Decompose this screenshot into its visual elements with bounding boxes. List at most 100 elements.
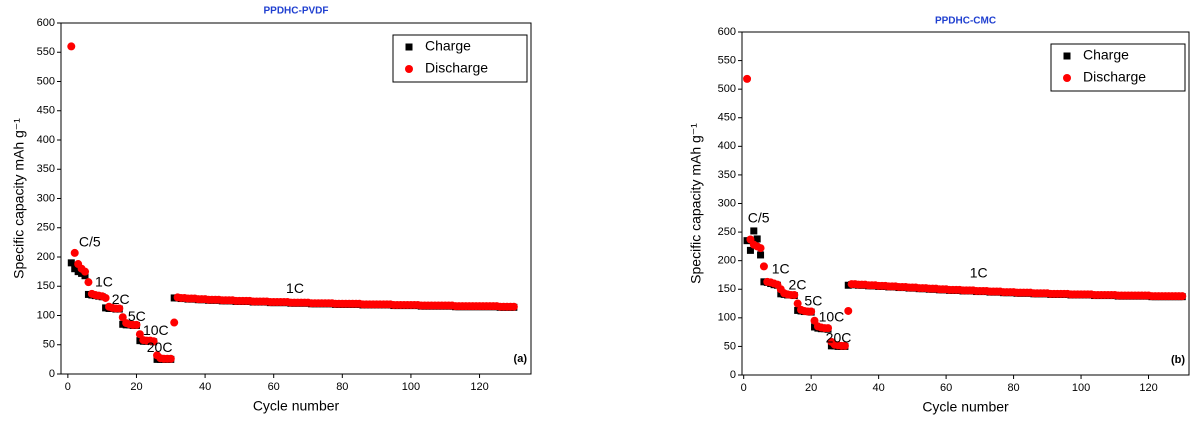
marker <box>759 262 768 271</box>
marker <box>1178 292 1187 301</box>
annotation: 5C <box>804 293 822 309</box>
x-tick-label: 0 <box>741 382 747 394</box>
annotation: 20C <box>826 330 852 346</box>
marker <box>149 337 158 346</box>
y-tick-label: 50 <box>724 340 736 352</box>
marker <box>824 324 833 333</box>
series <box>743 74 1187 350</box>
annotation: 20C <box>147 339 173 355</box>
y-tick-label: 250 <box>37 222 55 234</box>
legend-marker <box>1063 52 1071 60</box>
x-axis-label: Cycle number <box>922 399 1009 415</box>
chart-title: PPDHC-PVDF <box>263 6 328 17</box>
x-tick-label: 100 <box>402 381 420 393</box>
annotation: C/5 <box>79 234 101 250</box>
y-tick-label: 100 <box>37 309 55 321</box>
marker <box>118 313 127 322</box>
panel-label: (a) <box>514 353 528 365</box>
marker <box>844 306 853 315</box>
y-tick-label: 600 <box>718 26 736 38</box>
x-tick-label: 120 <box>470 381 488 393</box>
y-tick-label: 350 <box>37 163 55 175</box>
marker <box>743 74 752 83</box>
annotation: 5C <box>128 308 146 324</box>
marker <box>67 42 76 51</box>
marker <box>84 278 93 287</box>
marker <box>746 246 754 254</box>
chart-title: PPDHC-CMC <box>935 16 996 27</box>
marker <box>807 307 816 316</box>
y-tick-label: 0 <box>49 368 55 380</box>
x-tick-label: 100 <box>1072 382 1090 394</box>
annotation: 1C <box>95 273 113 289</box>
marker <box>793 299 802 308</box>
marker <box>81 272 89 280</box>
legend-marker <box>405 65 413 73</box>
y-tick-label: 550 <box>718 54 736 66</box>
marker <box>509 302 518 311</box>
y-tick-label: 350 <box>718 169 736 181</box>
marker <box>750 227 758 235</box>
x-tick-label: 0 <box>65 381 71 393</box>
marker <box>115 304 124 313</box>
legend-marker <box>1063 74 1071 82</box>
panel-label: (b) <box>1171 354 1185 366</box>
marker <box>790 290 799 299</box>
y-axis-label: Specific capacity mAh g⁻¹ <box>688 123 704 284</box>
x-axis-label: Cycle number <box>253 398 340 414</box>
annotation: 1C <box>772 261 790 277</box>
x-tick-label: 120 <box>1139 382 1157 394</box>
annotation: 2C <box>112 291 130 307</box>
marker <box>67 259 75 267</box>
x-tick-label: 60 <box>268 381 280 393</box>
marker <box>132 320 141 329</box>
y-tick-label: 200 <box>37 251 55 263</box>
marker <box>70 248 79 257</box>
x-tick-label: 40 <box>199 381 211 393</box>
marker <box>757 251 765 259</box>
annotation: 1C <box>286 280 304 296</box>
y-tick-label: 450 <box>37 105 55 117</box>
y-tick-label: 300 <box>37 192 55 204</box>
y-axis-label: Specific capacity mAh g⁻¹ <box>11 118 27 279</box>
y-tick-label: 250 <box>718 226 736 238</box>
marker <box>135 330 144 339</box>
marker <box>756 244 765 253</box>
legend-box <box>1050 43 1186 92</box>
x-tick-label: 80 <box>1007 382 1019 394</box>
annotation: 10C <box>819 309 845 325</box>
y-tick-label: 100 <box>718 312 736 324</box>
marker <box>840 341 849 350</box>
y-tick-label: 400 <box>37 134 55 146</box>
marker <box>81 267 90 276</box>
y-tick-label: 450 <box>718 112 736 124</box>
x-tick-label: 40 <box>873 382 885 394</box>
annotation: 1C <box>970 265 988 281</box>
legend-label: Discharge <box>425 60 488 76</box>
x-tick-label: 60 <box>940 382 952 394</box>
x-tick-label: 20 <box>130 381 142 393</box>
x-tick-label: 20 <box>805 382 817 394</box>
y-tick-label: 600 <box>37 17 55 29</box>
legend-box <box>392 34 528 83</box>
marker <box>101 293 110 302</box>
y-tick-label: 50 <box>43 339 55 351</box>
legend-label: Charge <box>425 38 471 54</box>
legend-label: Charge <box>1083 47 1129 63</box>
y-tick-label: 500 <box>718 83 736 95</box>
y-tick-label: 300 <box>718 197 736 209</box>
annotation: 10C <box>143 322 169 338</box>
y-tick-label: 0 <box>730 369 736 381</box>
legend-marker <box>405 43 413 51</box>
legend-label: Discharge <box>1083 69 1146 85</box>
y-tick-label: 400 <box>718 140 736 152</box>
marker <box>753 235 761 243</box>
y-tick-label: 200 <box>718 255 736 267</box>
annotation: C/5 <box>748 210 770 226</box>
marker <box>170 318 179 327</box>
y-tick-label: 150 <box>718 283 736 295</box>
series <box>67 42 518 363</box>
x-tick-label: 80 <box>336 381 348 393</box>
y-tick-label: 500 <box>37 75 55 87</box>
